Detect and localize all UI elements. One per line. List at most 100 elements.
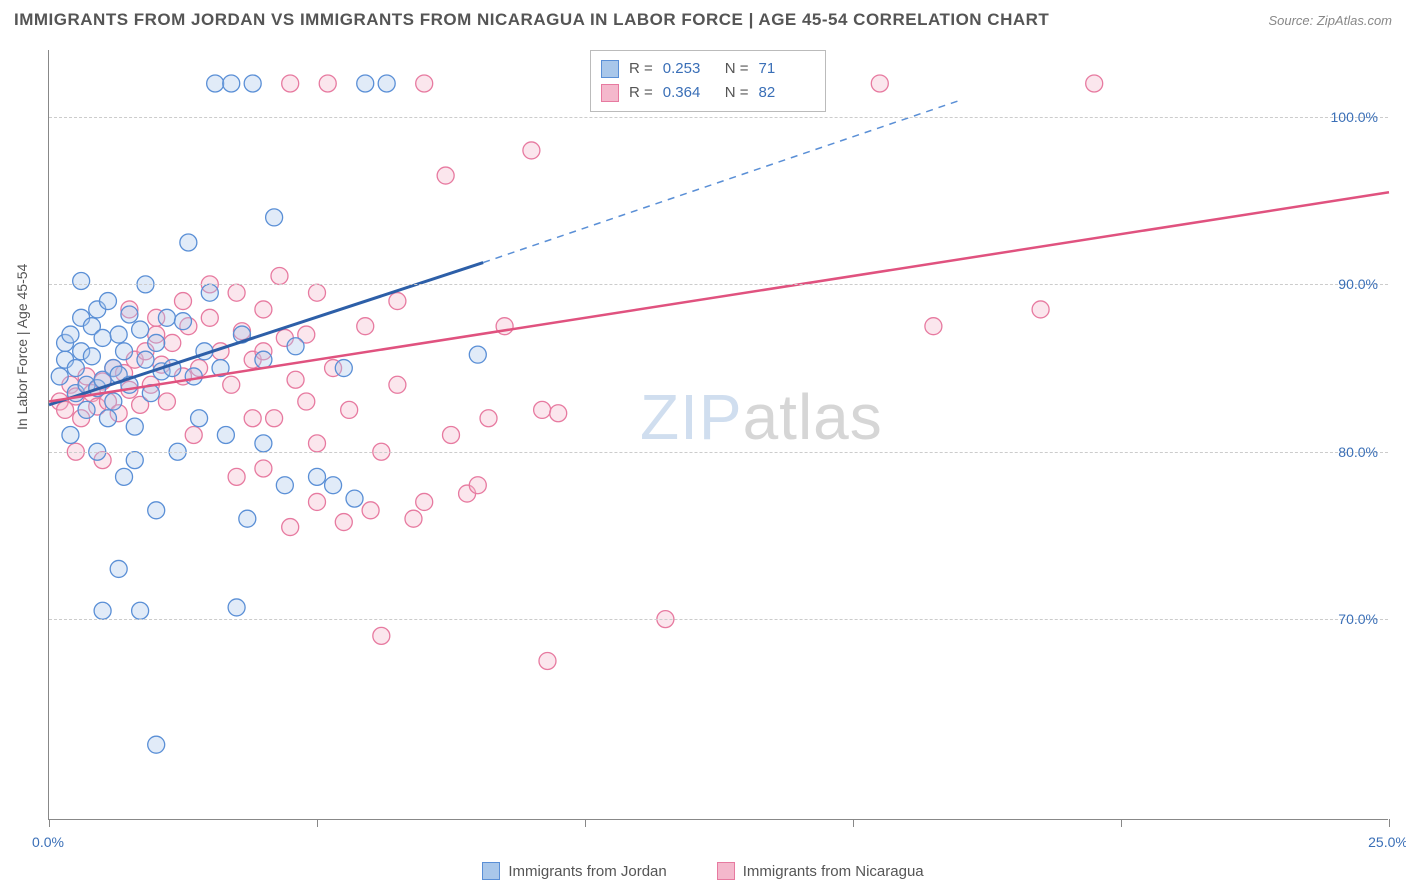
r-value-jordan: 0.253 <box>663 57 715 81</box>
scatter-point-nicaragua <box>373 627 390 644</box>
scatter-point-nicaragua <box>158 393 175 410</box>
scatter-point-jordan <box>62 427 79 444</box>
scatter-point-jordan <box>228 599 245 616</box>
y-tick-label: 100.0% <box>1331 109 1378 125</box>
scatter-point-jordan <box>287 338 304 355</box>
scatter-point-jordan <box>239 510 256 527</box>
stats-row-nicaragua: R = 0.364 N = 82 <box>601 81 811 105</box>
scatter-point-nicaragua <box>335 514 352 531</box>
scatter-point-jordan <box>116 343 133 360</box>
scatter-point-nicaragua <box>164 334 181 351</box>
scatter-point-jordan <box>148 736 165 753</box>
scatter-point-jordan <box>244 75 261 92</box>
scatter-point-jordan <box>116 468 133 485</box>
scatter-point-jordan <box>132 321 149 338</box>
y-axis-title: In Labor Force | Age 45-54 <box>14 264 30 430</box>
scatter-point-nicaragua <box>405 510 422 527</box>
scatter-point-jordan <box>158 309 175 326</box>
scatter-point-jordan <box>255 351 272 368</box>
trendline-jordan-dashed <box>483 100 960 262</box>
plot-svg <box>49 50 1388 819</box>
scatter-point-jordan <box>137 351 154 368</box>
legend-label-jordan: Immigrants from Jordan <box>508 863 666 880</box>
chart-title: IMMIGRANTS FROM JORDAN VS IMMIGRANTS FRO… <box>14 10 1049 30</box>
scatter-point-jordan <box>217 427 234 444</box>
scatter-point-jordan <box>126 452 143 469</box>
scatter-point-jordan <box>335 360 352 377</box>
swatch-jordan <box>601 60 619 78</box>
scatter-point-jordan <box>132 602 149 619</box>
scatter-point-nicaragua <box>201 309 218 326</box>
scatter-point-jordan <box>67 360 84 377</box>
scatter-point-jordan <box>78 401 95 418</box>
scatter-point-jordan <box>185 368 202 385</box>
scatter-point-jordan <box>180 234 197 251</box>
scatter-point-jordan <box>99 410 116 427</box>
swatch-nicaragua <box>601 84 619 102</box>
y-tick-label: 90.0% <box>1338 276 1378 292</box>
scatter-point-nicaragua <box>480 410 497 427</box>
scatter-point-jordan <box>110 326 127 343</box>
scatter-point-nicaragua <box>282 75 299 92</box>
scatter-point-jordan <box>99 293 116 310</box>
scatter-point-nicaragua <box>443 427 460 444</box>
scatter-point-nicaragua <box>341 401 358 418</box>
scatter-point-nicaragua <box>469 477 486 494</box>
stats-legend-box: R = 0.253 N = 71 R = 0.364 N = 82 <box>590 50 826 112</box>
trendline-nicaragua <box>49 192 1389 401</box>
scatter-point-nicaragua <box>175 293 192 310</box>
scatter-point-nicaragua <box>523 142 540 159</box>
scatter-point-jordan <box>121 306 138 323</box>
scatter-point-nicaragua <box>319 75 336 92</box>
stats-row-jordan: R = 0.253 N = 71 <box>601 57 811 81</box>
n-value-jordan: 71 <box>759 57 811 81</box>
scatter-point-nicaragua <box>271 267 288 284</box>
scatter-point-nicaragua <box>255 301 272 318</box>
scatter-point-jordan <box>378 75 395 92</box>
scatter-point-jordan <box>325 477 342 494</box>
scatter-point-jordan <box>191 410 208 427</box>
scatter-point-jordan <box>175 313 192 330</box>
scatter-point-jordan <box>469 346 486 363</box>
scatter-point-jordan <box>223 75 240 92</box>
scatter-point-nicaragua <box>244 410 261 427</box>
scatter-point-jordan <box>62 326 79 343</box>
scatter-point-nicaragua <box>416 75 433 92</box>
scatter-point-jordan <box>266 209 283 226</box>
scatter-point-nicaragua <box>266 410 283 427</box>
r-value-nicaragua: 0.364 <box>663 81 715 105</box>
y-tick-label: 70.0% <box>1338 611 1378 627</box>
scatter-point-jordan <box>148 334 165 351</box>
scatter-point-nicaragua <box>223 376 240 393</box>
n-label: N = <box>725 81 749 105</box>
scatter-point-nicaragua <box>925 318 942 335</box>
scatter-point-jordan <box>126 418 143 435</box>
x-tick-label: 25.0% <box>1368 834 1406 850</box>
scatter-point-nicaragua <box>228 468 245 485</box>
r-label: R = <box>629 57 653 81</box>
scatter-point-nicaragua <box>357 318 374 335</box>
scatter-point-jordan <box>110 560 127 577</box>
scatter-point-jordan <box>105 393 122 410</box>
scatter-point-jordan <box>51 368 68 385</box>
scatter-point-jordan <box>309 468 326 485</box>
scatter-point-nicaragua <box>255 460 272 477</box>
scatter-point-nicaragua <box>1086 75 1103 92</box>
r-label: R = <box>629 81 653 105</box>
source-attribution: Source: ZipAtlas.com <box>1268 13 1392 28</box>
scatter-point-nicaragua <box>287 371 304 388</box>
scatter-point-jordan <box>255 435 272 452</box>
scatter-point-jordan <box>346 490 363 507</box>
scatter-point-nicaragua <box>389 293 406 310</box>
scatter-point-jordan <box>94 329 111 346</box>
scatter-point-nicaragua <box>389 376 406 393</box>
scatter-point-nicaragua <box>282 519 299 536</box>
scatter-point-nicaragua <box>309 284 326 301</box>
scatter-plot: 70.0%80.0%90.0%100.0% <box>48 50 1388 820</box>
scatter-point-nicaragua <box>362 502 379 519</box>
legend-label-nicaragua: Immigrants from Nicaragua <box>743 863 924 880</box>
legend-swatch-nicaragua <box>717 862 735 880</box>
scatter-point-nicaragua <box>185 427 202 444</box>
scatter-point-jordan <box>148 502 165 519</box>
scatter-point-jordan <box>73 273 90 290</box>
